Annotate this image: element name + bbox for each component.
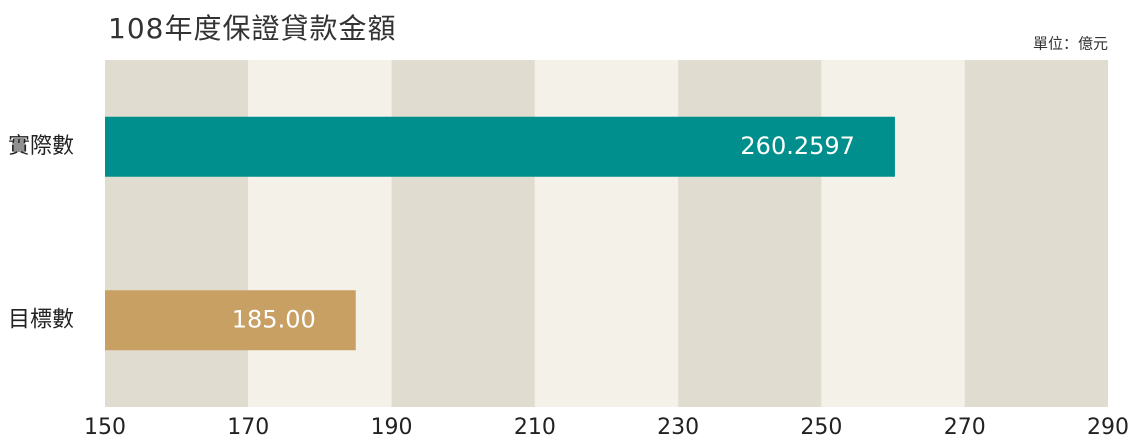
x-tick-label: 290 [1087, 415, 1129, 440]
x-tick-label: 210 [514, 415, 556, 440]
y-tick-label: 實際數 [8, 134, 74, 159]
grid-band [678, 60, 822, 407]
chart-title: 108年度保證貸款金額 [108, 12, 396, 45]
grid-band [534, 60, 679, 407]
x-tick-label: 250 [800, 415, 842, 440]
x-tick-label: 270 [944, 415, 986, 440]
bar [105, 290, 356, 351]
unit-label: 單位：億元 [1033, 35, 1108, 53]
grid-band [821, 60, 965, 407]
grid-band [248, 60, 392, 407]
x-tick-label: 230 [657, 415, 699, 440]
bar [105, 116, 895, 177]
x-tick-label: 190 [371, 415, 413, 440]
x-tick-label: 150 [84, 415, 126, 440]
value-label: 260.2597 [740, 132, 855, 160]
y-tick-label: 目標數 [8, 307, 74, 332]
grid-band [964, 60, 1108, 407]
value-label: 185.00 [232, 305, 316, 333]
grid-band [105, 60, 249, 407]
grid-band [391, 60, 535, 407]
x-tick-label: 170 [227, 415, 269, 440]
